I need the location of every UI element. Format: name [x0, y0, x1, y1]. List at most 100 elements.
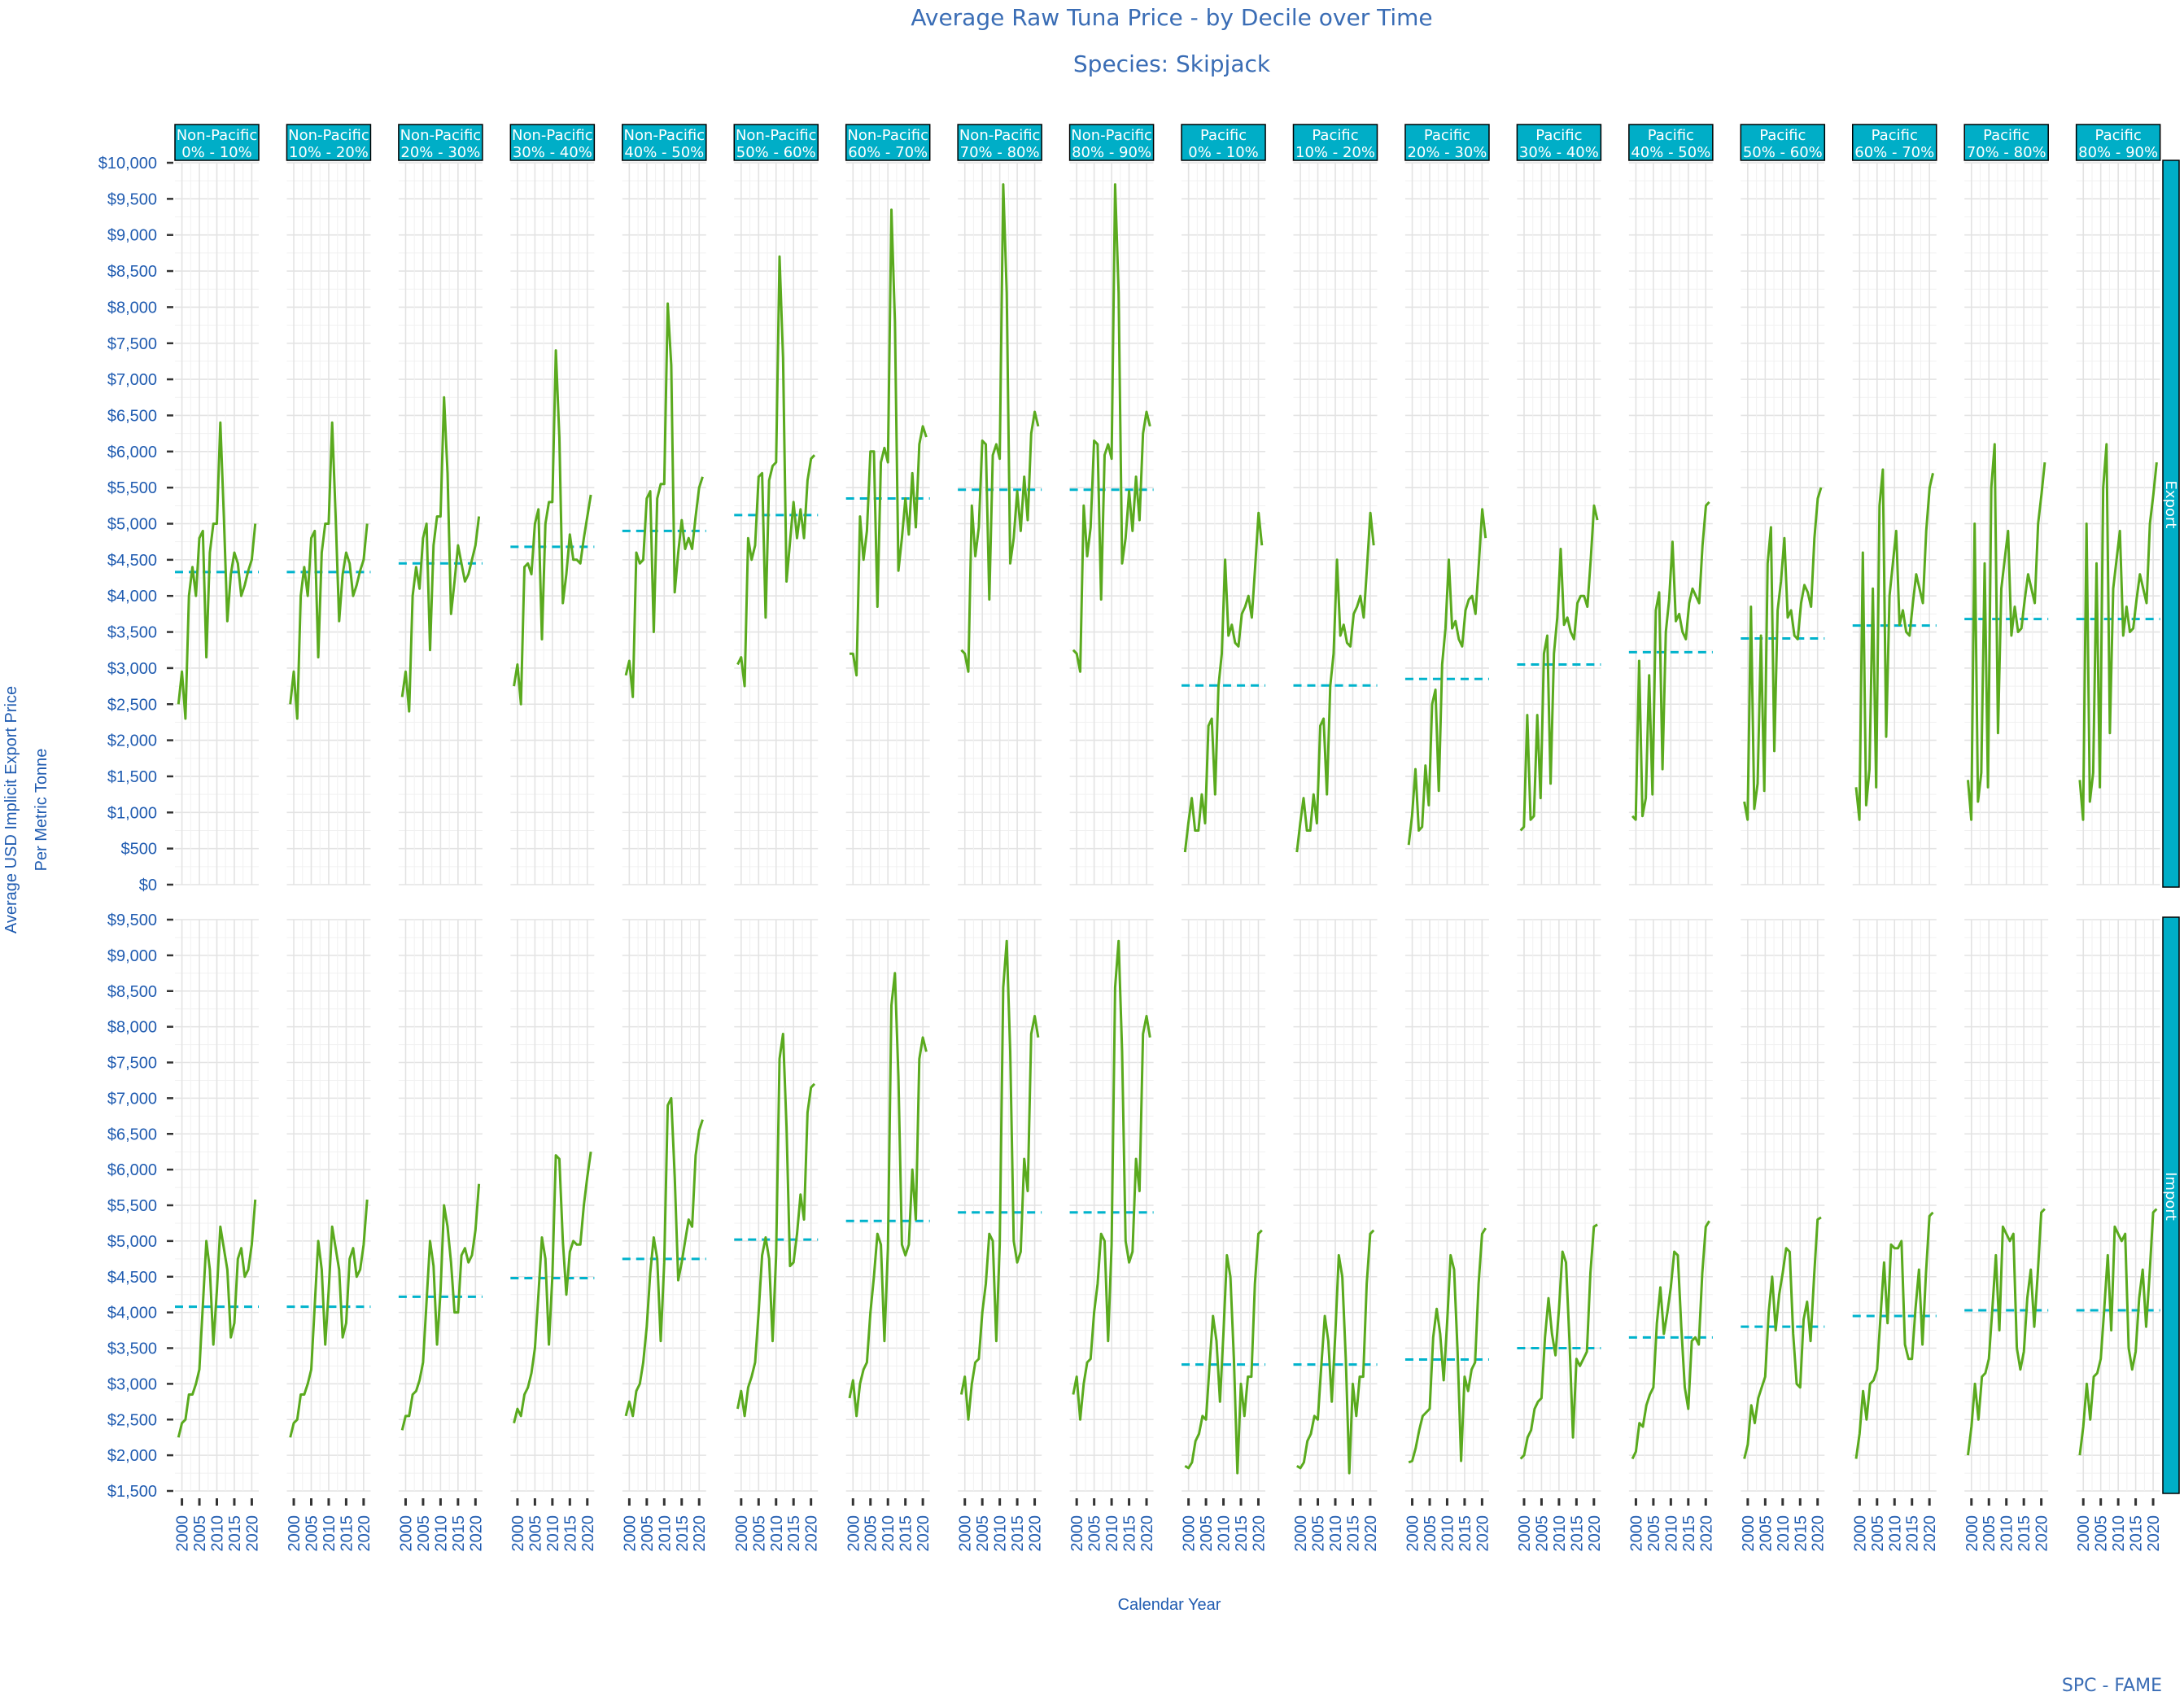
- facet-group-label: Pacific: [1872, 127, 1918, 144]
- x-tick-label: 2005: [1086, 1515, 1104, 1552]
- x-tick-label: 2010: [656, 1515, 674, 1552]
- y-tick-label: $4,500: [107, 1269, 157, 1287]
- x-tick-label: 2010: [1775, 1515, 1793, 1552]
- facet-strip: [509, 124, 596, 161]
- facet-group-label: Non-Pacific: [736, 127, 817, 144]
- y-tick-label: $9,500: [107, 912, 157, 929]
- series-line: [1854, 468, 1934, 821]
- y-tick-label: $8,000: [107, 1019, 157, 1037]
- x-tick-label: 2005: [1981, 1515, 1998, 1552]
- y-tick-label: $2,500: [107, 1411, 157, 1429]
- y-tick-label: $3,000: [107, 1375, 157, 1393]
- x-tick-label: 2010: [1662, 1515, 1680, 1552]
- y-tick-label: $500: [121, 841, 158, 859]
- facet-strip: [1740, 124, 1826, 161]
- series-line: [289, 421, 369, 720]
- facet-decile-label: 40% - 50%: [1631, 144, 1710, 161]
- facet-decile-label: 50% - 60%: [736, 144, 816, 161]
- x-tick-label: 2020: [467, 1515, 485, 1552]
- y-tick-label: $7,000: [107, 1090, 157, 1108]
- facet-group-label: Non-Pacific: [400, 127, 482, 144]
- x-tick-label: 2010: [768, 1515, 786, 1552]
- x-tick-label: 2000: [2075, 1515, 2093, 1552]
- chart-title: Average Raw Tuna Price - by Decile over …: [911, 4, 1432, 31]
- x-tick-label: 2010: [432, 1515, 450, 1552]
- facet-decile-label: 70% - 80%: [960, 144, 1040, 161]
- facet-group-label: Pacific: [1424, 127, 1470, 144]
- x-tick-label: 2020: [243, 1515, 261, 1552]
- series-line: [624, 1096, 704, 1418]
- y-axis-label: Average USD Implicit Export Price: [2, 686, 20, 933]
- facet-strip: [1516, 124, 1602, 161]
- y-tick-label: $7,500: [107, 335, 157, 353]
- x-tick-label: 2010: [544, 1515, 562, 1552]
- x-tick-label: 2010: [880, 1515, 898, 1552]
- facet-group-label: Non-Pacific: [959, 127, 1041, 144]
- x-tick-label: 2005: [974, 1515, 992, 1552]
- x-tick-label: 2015: [1233, 1515, 1251, 1552]
- series-line: [959, 939, 1040, 1421]
- facet-group-label: Non-Pacific: [1071, 127, 1152, 144]
- series-line: [1967, 1208, 2046, 1456]
- facet-decile-label: 60% - 70%: [848, 144, 928, 161]
- series-line: [1519, 1223, 1598, 1460]
- x-tick-label: 2020: [691, 1515, 709, 1552]
- series-line: [1631, 1220, 1710, 1460]
- x-tick-label: 2020: [1697, 1515, 1715, 1552]
- x-tick-label: 2000: [174, 1515, 192, 1552]
- x-tick-label: 2005: [863, 1515, 880, 1552]
- facet-decile-label: 60% - 70%: [1854, 144, 1934, 161]
- x-tick-label: 2005: [1310, 1515, 1328, 1552]
- facet-decile-label: 70% - 80%: [1967, 144, 2046, 161]
- series-line: [1967, 443, 2046, 821]
- y-tick-label: $4,000: [107, 1305, 157, 1322]
- x-tick-label: 2015: [2128, 1515, 2146, 1552]
- facet-strip: [622, 124, 707, 161]
- x-tick-label: 2010: [1327, 1515, 1345, 1552]
- x-tick-label: 2020: [1921, 1515, 1939, 1552]
- row-strip: [2162, 916, 2180, 1494]
- x-tick-label: 2020: [579, 1515, 597, 1552]
- x-tick-label: 2000: [621, 1515, 639, 1552]
- y-tick-label: $5,000: [107, 1233, 157, 1251]
- y-tick-label: $8,500: [107, 983, 157, 1001]
- x-tick-label: 2010: [1998, 1515, 2016, 1552]
- facet-decile-label: 10% - 20%: [289, 144, 369, 161]
- series-line: [2078, 1208, 2158, 1456]
- x-tick-label: 2005: [1645, 1515, 1663, 1552]
- facet-group-label: Pacific: [1759, 127, 1806, 144]
- series-line: [1295, 511, 1375, 853]
- row-strip: [2162, 160, 2180, 888]
- x-tick-label: 2005: [415, 1515, 433, 1552]
- y-tick-label: $2,000: [107, 1447, 157, 1465]
- facet-strip: [1963, 124, 2049, 161]
- facet-decile-label: 0% - 10%: [181, 144, 252, 161]
- x-tick-label: 2010: [1439, 1515, 1457, 1552]
- y-tick-label: $6,000: [107, 1161, 157, 1179]
- facet-group-label: Pacific: [1983, 127, 2029, 144]
- x-tick-label: 2020: [1138, 1515, 1156, 1552]
- x-tick-label: 2000: [509, 1515, 527, 1552]
- facet-decile-label: 30% - 40%: [1519, 144, 1599, 161]
- x-tick-label: 2015: [1344, 1515, 1362, 1552]
- x-tick-label: 2005: [1198, 1515, 1216, 1552]
- y-axis-label-2: Per Metric Tonne: [33, 749, 50, 872]
- y-tick-label: $7,000: [107, 371, 157, 389]
- facet-strip: [398, 124, 483, 161]
- x-tick-label: 2010: [321, 1515, 339, 1552]
- y-tick-label: $2,500: [107, 696, 157, 714]
- facet-group-label: Pacific: [1648, 127, 1694, 144]
- facet-strip: [2075, 124, 2161, 161]
- y-tick-label: $9,500: [107, 190, 157, 208]
- x-tick-label: 2020: [2145, 1515, 2163, 1552]
- series-line: [1631, 501, 1710, 821]
- x-tick-label: 2015: [1121, 1515, 1139, 1552]
- series-line: [1854, 1211, 1934, 1459]
- facet-group-label: Non-Pacific: [847, 127, 928, 144]
- x-tick-label: 2005: [750, 1515, 768, 1552]
- facet-strip: [1852, 124, 1937, 161]
- facet-group-label: Non-Pacific: [177, 127, 258, 144]
- x-tick-label: 2015: [1792, 1515, 1810, 1552]
- series-line: [850, 208, 928, 677]
- x-tick-label: 2015: [785, 1515, 803, 1552]
